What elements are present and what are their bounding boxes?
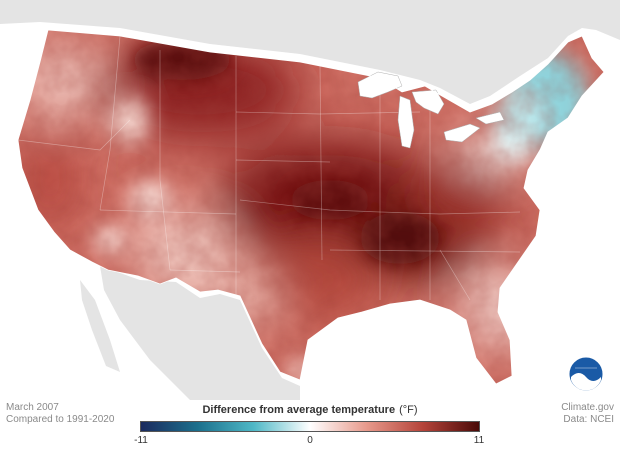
- legend-unit: (°F): [399, 404, 418, 416]
- caption-baseline: Compared to 1991-2020: [6, 414, 115, 425]
- legend-mid-label: 0: [307, 435, 313, 446]
- legend-title: Difference from average temperature (°F): [140, 404, 480, 416]
- noaa-logo-icon: [568, 356, 604, 392]
- surrounding-land: [0, 0, 620, 400]
- legend-color-bar: [140, 421, 480, 432]
- legend-title-text: Difference from average temperature: [202, 404, 396, 416]
- map-credits: Climate.gov Data: NCEI: [561, 402, 614, 426]
- temperature-anomaly-map: [0, 0, 620, 400]
- map-caption: March 2007 Compared to 1991-2020: [6, 402, 114, 426]
- credit-site: Climate.gov: [561, 402, 614, 413]
- credit-data: Data: NCEI: [563, 414, 614, 425]
- legend-min-label: -11: [134, 435, 148, 446]
- great-lakes: [357, 71, 505, 149]
- caption-date: March 2007: [6, 402, 59, 413]
- legend-max-label: 11: [473, 435, 485, 446]
- us-outline: [17, 29, 605, 385]
